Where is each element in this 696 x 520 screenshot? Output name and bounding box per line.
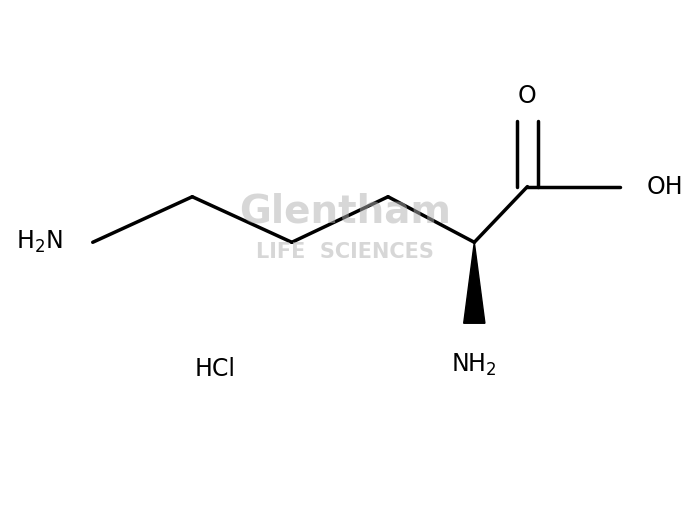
Text: H$_2$N: H$_2$N	[16, 229, 63, 255]
Text: HCl: HCl	[195, 357, 236, 381]
Text: LIFE  SCIENCES: LIFE SCIENCES	[256, 242, 434, 263]
Text: OH: OH	[647, 175, 683, 199]
Polygon shape	[464, 242, 485, 323]
Text: NH$_2$: NH$_2$	[452, 352, 497, 379]
Text: Glentham: Glentham	[239, 193, 451, 231]
Text: O: O	[518, 84, 537, 108]
